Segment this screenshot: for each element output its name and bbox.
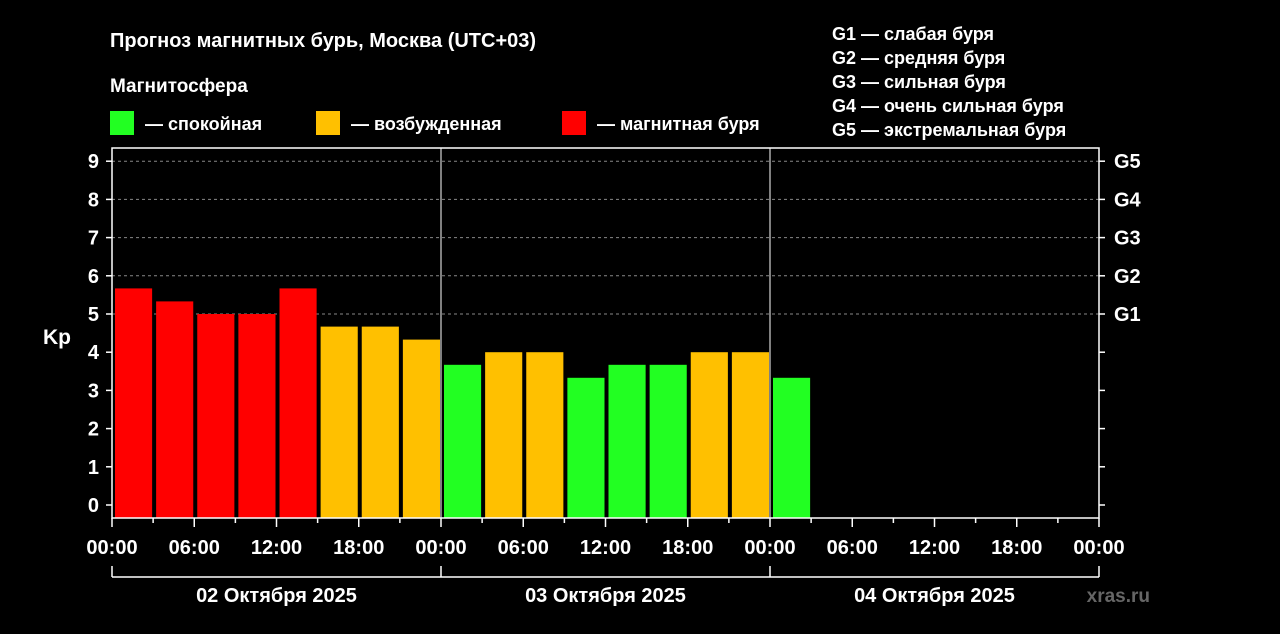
y-tick-label: 8 xyxy=(88,189,99,211)
kp-bar xyxy=(690,352,728,518)
y-tick-label: 3 xyxy=(88,380,99,402)
kp-bar xyxy=(649,364,687,518)
y-axis-label: Kp xyxy=(43,326,71,349)
x-tick-label: 18:00 xyxy=(662,537,713,559)
kp-bar xyxy=(731,352,769,518)
kp-bar xyxy=(197,314,235,518)
kp-bar xyxy=(773,377,811,518)
kp-bar xyxy=(485,352,523,518)
x-tick-label: 12:00 xyxy=(909,537,960,559)
chart-title: Прогноз магнитных бурь, Москва (UTC+03) xyxy=(110,30,536,52)
g-scale-g4: G4 — очень сильная буря xyxy=(832,96,1064,116)
x-tick-label: 06:00 xyxy=(827,537,878,559)
y-tick-label: 5 xyxy=(88,304,99,326)
kp-bar xyxy=(361,326,399,518)
kp-bar xyxy=(526,352,564,518)
g-scale-legend: G1 — слабая буря G2 — средняя буря G3 — … xyxy=(832,24,1066,140)
g-scale-g3: G3 — сильная буря xyxy=(832,72,1006,92)
day-label: 03 Октября 2025 xyxy=(525,585,686,607)
g-scale-g2: G2 — средняя буря xyxy=(832,48,1005,68)
x-tick-label: 00:00 xyxy=(1073,537,1124,559)
day-label: 04 Октября 2025 xyxy=(854,585,1015,607)
kp-bar xyxy=(608,364,646,518)
g-tick-label: G4 xyxy=(1114,189,1142,211)
x-tick-label: 12:00 xyxy=(251,537,302,559)
x-tick-label: 12:00 xyxy=(580,537,631,559)
y-tick-label: 6 xyxy=(88,266,99,288)
legend-label-active: — возбужденная xyxy=(351,114,502,134)
y-tick-label: 2 xyxy=(88,419,99,441)
x-tick-label: 18:00 xyxy=(991,537,1042,559)
bars xyxy=(115,288,811,518)
y-tick-label: 1 xyxy=(88,457,99,479)
kp-bar xyxy=(444,364,482,518)
kp-bar xyxy=(279,288,317,518)
y-tick-label: 0 xyxy=(88,495,99,517)
day-label: 02 Октября 2025 xyxy=(196,585,357,607)
x-tick-label: 06:00 xyxy=(498,537,549,559)
x-tick-label: 00:00 xyxy=(415,537,466,559)
legend-swatch-quiet xyxy=(110,111,134,135)
kp-bar xyxy=(320,326,358,518)
watermark: xras.ru xyxy=(1087,586,1150,607)
x-tick-label: 06:00 xyxy=(169,537,220,559)
g-tick-label: G1 xyxy=(1114,304,1141,326)
x-tick-label: 00:00 xyxy=(86,537,137,559)
g-tick-label: G3 xyxy=(1114,228,1141,250)
y-tick-label: 4 xyxy=(88,342,100,364)
legend-swatch-storm xyxy=(562,111,586,135)
legend-label-quiet: — спокойная xyxy=(145,114,262,134)
legend-label-storm: — магнитная буря xyxy=(597,114,760,134)
y-tick-label: 9 xyxy=(88,151,99,173)
kp-bar xyxy=(156,301,194,518)
grid xyxy=(112,148,1099,518)
g-scale-g5: G5 — экстремальная буря xyxy=(832,120,1066,140)
x-tick-label: 00:00 xyxy=(744,537,795,559)
kp-bar xyxy=(115,288,153,518)
kp-bar xyxy=(402,339,440,518)
axes: 0 1 2 3 4 5 6 7 8 9 G1 G2 G3 G4 G5 00:00 06:00 12:00 18:00… xyxy=(86,147,1142,607)
kp-bar xyxy=(238,314,276,518)
kp-bar xyxy=(567,377,605,518)
legend-heading: Магнитосфера xyxy=(110,76,248,97)
legend-swatch-active xyxy=(316,111,340,135)
g-scale-g1: G1 — слабая буря xyxy=(832,24,994,44)
x-tick-label: 18:00 xyxy=(333,537,384,559)
legend: — спокойная — возбужденная — магнитная б… xyxy=(110,111,760,135)
y-tick-label: 7 xyxy=(88,228,99,250)
g-tick-label: G5 xyxy=(1114,151,1141,173)
g-tick-label: G2 xyxy=(1114,266,1141,288)
